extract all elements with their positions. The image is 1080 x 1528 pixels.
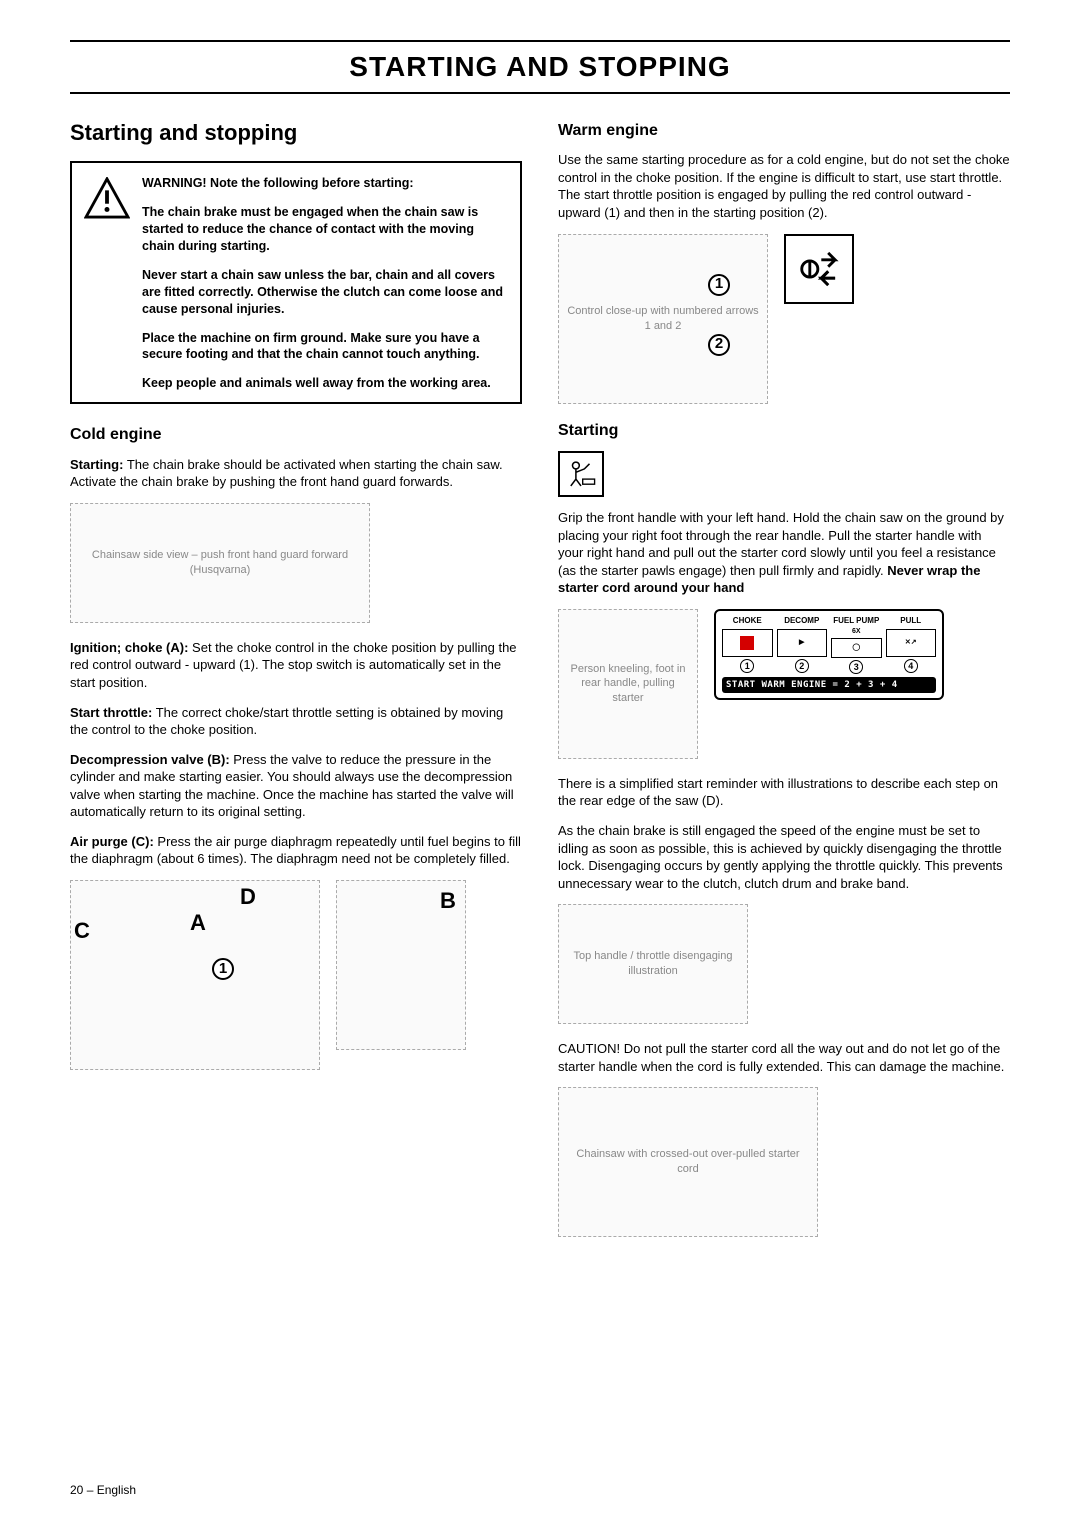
- figure-chainsaw-side: Chainsaw side view – push front hand gua…: [70, 503, 522, 623]
- panel-cell-choke: CHOKE 1: [722, 616, 773, 674]
- figure-throttle-disengage: Top handle / throttle disengaging illust…: [558, 904, 1010, 1024]
- starting-p3: As the chain brake is still engaged the …: [558, 822, 1010, 892]
- starting-caution: CAUTION! Do not pull the starter cord al…: [558, 1040, 1010, 1075]
- panel-label-fuelpump: FUEL PUMP: [831, 616, 882, 627]
- panel-num-4: 4: [904, 659, 918, 673]
- figure-chainsaw-side-img: Chainsaw side view – push front hand gua…: [70, 503, 370, 623]
- figure-starting-person-panel: Person kneeling, foot in rear handle, pu…: [558, 609, 1010, 759]
- label-decomp: Decompression valve (B):: [70, 752, 230, 767]
- warning-p2: Never start a chain saw unless the bar, …: [142, 267, 508, 318]
- panel-cell-decomp: DECOMP ▶ 2: [777, 616, 828, 674]
- subheading-cold-engine: Cold engine: [70, 424, 522, 446]
- label-1-circle: 1: [212, 958, 234, 980]
- warning-p4: Keep people and animals well away from t…: [142, 375, 508, 392]
- figure-warm-choke-icon: [784, 234, 854, 304]
- warning-text: WARNING! Note the following before start…: [142, 175, 508, 392]
- panel-icon-pull: ✕↗: [886, 629, 937, 657]
- start-panel-header: CHOKE 1 DECOMP ▶ 2 FUEL PUMP 6X ◯ 3: [722, 616, 936, 674]
- warning-box: WARNING! Note the following before start…: [70, 161, 522, 404]
- figure-throttle-img: Top handle / throttle disengaging illust…: [558, 904, 748, 1024]
- page-language: English: [97, 1483, 136, 1497]
- cold-starting-text: Starting: The chain brake should be acti…: [70, 456, 522, 491]
- label-choke: Ignition; choke (A):: [70, 640, 188, 655]
- label-A: A: [190, 908, 206, 938]
- panel-label-decomp: DECOMP: [777, 616, 828, 627]
- starting-p2: There is a simplified start reminder wit…: [558, 775, 1010, 810]
- warm-label-1: 1: [708, 274, 730, 296]
- panel-cell-pull: PULL ✕↗ 4: [886, 616, 937, 674]
- figure-person-starting: Person kneeling, foot in rear handle, pu…: [558, 609, 698, 759]
- panel-num-2: 2: [795, 659, 809, 673]
- panel-num-3: 3: [849, 660, 863, 674]
- cold-decomp-text: Decompression valve (B): Press the valve…: [70, 751, 522, 821]
- page-number: 20: [70, 1483, 83, 1497]
- warm-label-2: 2: [708, 334, 730, 356]
- start-reminder-panel: CHOKE 1 DECOMP ▶ 2 FUEL PUMP 6X ◯ 3: [714, 609, 944, 700]
- cold-throttle-text: Start throttle: The correct choke/start …: [70, 704, 522, 739]
- figure-warm-controls: Control close-up with numbered arrows 1 …: [558, 234, 1010, 404]
- figure-no-overpull: Chainsaw with crossed-out over-pulled st…: [558, 1087, 1010, 1237]
- panel-cell-fuelpump: FUEL PUMP 6X ◯ 3: [831, 616, 882, 674]
- panel-6x: 6X: [831, 627, 882, 636]
- panel-label-choke: CHOKE: [722, 616, 773, 627]
- subheading-starting: Starting: [558, 420, 1010, 442]
- figure-controls-labels: C A D B 1: [70, 880, 522, 1070]
- right-column: Warm engine Use the same starting proced…: [558, 118, 1010, 1253]
- figure-warm-main: Control close-up with numbered arrows 1 …: [558, 234, 768, 404]
- panel-icon-fuelpump: ◯: [831, 638, 882, 658]
- label-B: B: [440, 886, 456, 916]
- label-throttle: Start throttle:: [70, 705, 152, 720]
- starting-p1: Grip the front handle with your left han…: [558, 509, 1010, 597]
- subheading-warm-engine: Warm engine: [558, 120, 1010, 142]
- warning-triangle-icon: [84, 175, 130, 392]
- label-C: C: [74, 916, 90, 946]
- warning-p3: Place the machine on firm ground. Make s…: [142, 330, 508, 364]
- warning-intro: WARNING! Note the following before start…: [142, 175, 508, 192]
- page-footer: 20 – English: [70, 1482, 136, 1498]
- page-title: STARTING AND STOPPING: [70, 40, 1010, 94]
- panel-label-pull: PULL: [886, 616, 937, 627]
- label-D: D: [240, 882, 256, 912]
- warning-p1: The chain brake must be engaged when the…: [142, 204, 508, 255]
- panel-icon-choke: [722, 629, 773, 657]
- label-starting: Starting:: [70, 457, 123, 472]
- panel-icon-decomp: ▶: [777, 629, 828, 657]
- left-column: Starting and stopping WARNING! Note the …: [70, 118, 522, 1253]
- panel-footer: START WARM ENGINE = 2 + 3 + 4: [722, 677, 936, 693]
- cold-choke-text: Ignition; choke (A): Set the choke contr…: [70, 639, 522, 692]
- warm-p1: Use the same starting procedure as for a…: [558, 151, 1010, 221]
- cold-starting-body: The chain brake should be activated when…: [70, 457, 503, 490]
- panel-num-1: 1: [740, 659, 754, 673]
- section-heading-starting-stopping: Starting and stopping: [70, 118, 522, 148]
- cold-airpurge-text: Air purge (C): Press the air purge diaph…: [70, 833, 522, 868]
- label-airpurge: Air purge (C):: [70, 834, 154, 849]
- starting-pictogram-icon: [558, 451, 604, 497]
- two-column-layout: Starting and stopping WARNING! Note the …: [70, 118, 1010, 1253]
- figure-no-overpull-img: Chainsaw with crossed-out over-pulled st…: [558, 1087, 818, 1237]
